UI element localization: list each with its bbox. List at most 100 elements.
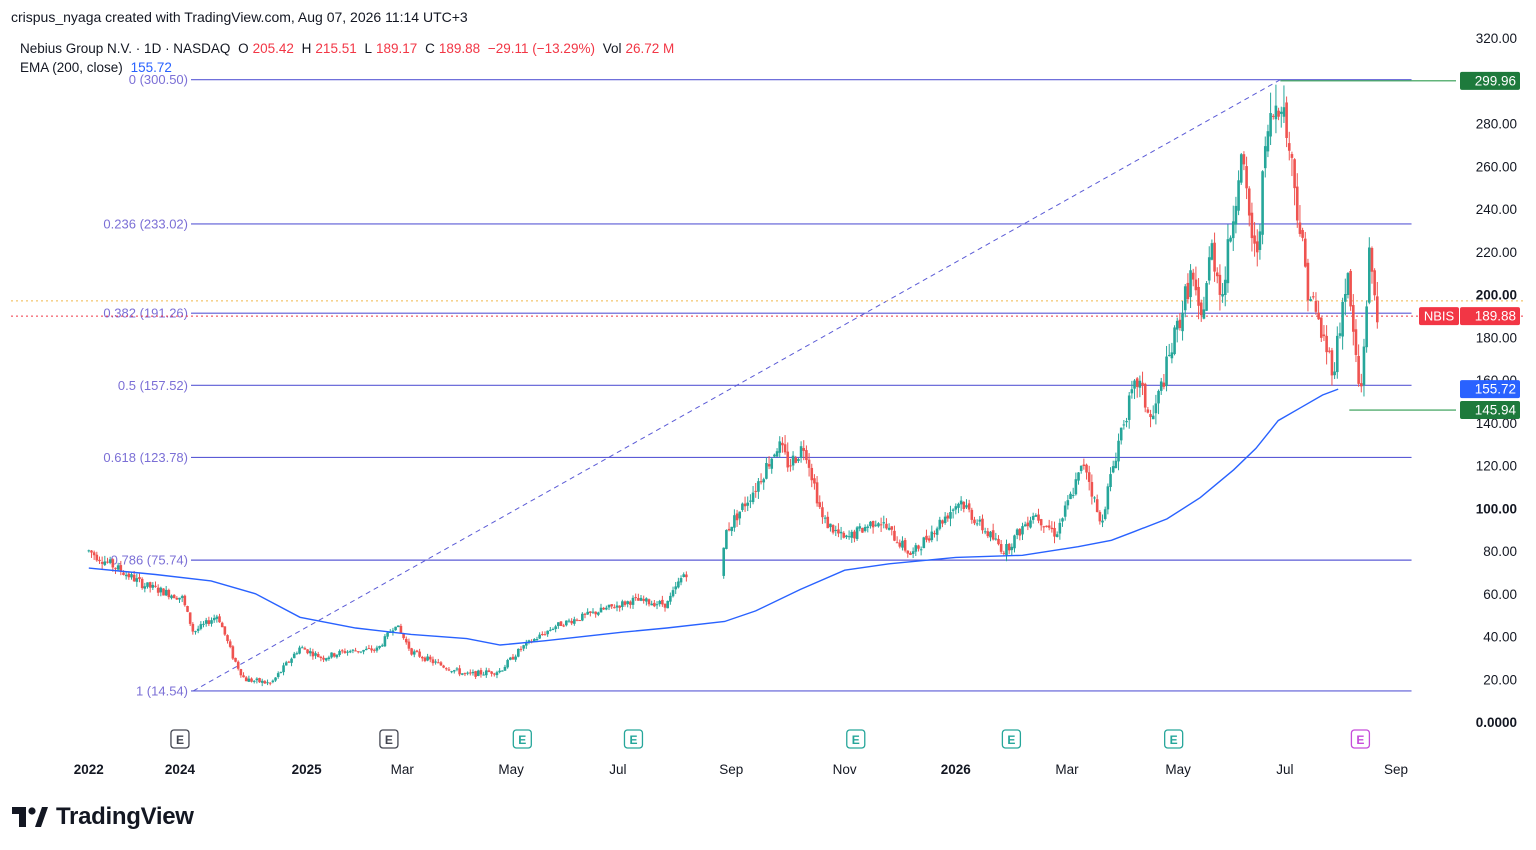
legend-high-value: 215.51 — [315, 41, 357, 56]
candle-body — [370, 648, 373, 651]
candle-body — [346, 651, 349, 653]
candle-body — [1213, 242, 1216, 272]
candle-body — [1127, 395, 1131, 420]
candle-body — [767, 464, 771, 467]
candle-body — [466, 672, 469, 674]
candle-body — [1034, 515, 1038, 517]
candle-body — [959, 500, 963, 505]
candle-body — [829, 523, 832, 528]
candle-body — [1349, 271, 1352, 307]
x-axis-tick-label: 2022 — [74, 762, 104, 777]
legend-close-label: C — [425, 41, 435, 56]
candle-body — [797, 458, 800, 462]
candle-body — [549, 629, 552, 631]
candle-body — [98, 559, 101, 562]
legend-change: −29.11 (−13.29%) — [487, 41, 595, 56]
candle-body — [821, 507, 824, 518]
candle-body — [525, 642, 528, 646]
earnings-event-letter: E — [852, 733, 860, 747]
candle-body — [1311, 296, 1315, 298]
candle-body — [1373, 270, 1376, 296]
candle-body — [970, 509, 974, 520]
chart-panel[interactable]: 0 (300.50) 0.236 (233.02) 0.382 (191.26) 0.… — [11, 30, 1525, 782]
candle-body — [1346, 273, 1350, 295]
candle-body — [911, 551, 915, 554]
candle-body — [541, 634, 544, 636]
candle-body — [135, 578, 139, 582]
candle-body — [1058, 522, 1062, 534]
candle-body — [845, 535, 848, 538]
candle-body — [447, 669, 451, 671]
candle-body — [591, 611, 595, 613]
fib-level-label: 0.786 (75.74) — [111, 553, 188, 568]
candle-body — [1151, 415, 1155, 420]
candle-body — [629, 601, 632, 605]
tradingview-wordmark: TradingView — [56, 803, 194, 830]
candle-body — [1063, 505, 1067, 517]
x-axis-tick-label: Nov — [833, 762, 857, 777]
candle-body — [1050, 527, 1054, 530]
candle-body — [1199, 302, 1203, 316]
candle-body — [631, 597, 635, 605]
candle-body — [351, 649, 355, 651]
candle-body — [786, 451, 790, 468]
x-axis-tick-label: May — [1165, 762, 1191, 777]
candle-body — [394, 626, 397, 631]
candle-body — [682, 574, 686, 578]
candle-body — [674, 586, 677, 590]
candle-body — [954, 506, 958, 510]
candle-body — [92, 552, 96, 556]
legend-ema-row: EMA (200, close) 155.72 — [20, 58, 674, 77]
x-axis-tick-label: Jul — [609, 762, 626, 777]
candle-body — [236, 661, 240, 669]
candle-body — [997, 538, 1000, 545]
candle-body — [252, 680, 256, 682]
candle-body — [386, 632, 389, 637]
candle-body — [831, 525, 835, 533]
candle-body — [1167, 354, 1171, 356]
candle-body — [298, 647, 301, 654]
candle-body — [826, 516, 830, 529]
candle-body — [210, 620, 213, 624]
candle-body — [669, 595, 672, 602]
candle-body — [751, 492, 755, 503]
candle-body — [415, 650, 419, 652]
tradingview-logo[interactable]: TradingView — [12, 803, 194, 831]
candle-body — [1133, 380, 1136, 389]
candle-body — [869, 521, 872, 527]
candle-body — [738, 511, 742, 519]
x-axis-tick-label: 2024 — [165, 762, 196, 777]
candle-body — [1245, 166, 1248, 189]
candle-body — [727, 528, 731, 531]
price-chart-svg[interactable]: 0 (300.50) 0.236 (233.02) 0.382 (191.26) 0.… — [11, 30, 1525, 782]
candle-body — [1170, 352, 1174, 359]
price-badge-text: 155.72 — [1475, 382, 1516, 397]
candle-body — [367, 648, 371, 650]
candle-body — [404, 638, 408, 643]
candle-body — [815, 482, 819, 504]
legend-ema-label[interactable]: EMA (200, close) — [20, 60, 123, 75]
tradingview-logo-icon — [12, 807, 48, 827]
candle-body — [978, 519, 982, 522]
candle-body — [300, 647, 304, 649]
candle-body — [509, 657, 512, 660]
candle-body — [1085, 464, 1088, 473]
candle-body — [1175, 320, 1179, 330]
candle-body — [1181, 312, 1184, 332]
candle-body — [1359, 383, 1363, 387]
candle-body — [399, 625, 403, 633]
candle-body — [191, 623, 195, 632]
candle-body — [1261, 171, 1264, 235]
legend-open-label: O — [238, 41, 249, 56]
y-axis-tick-label: 100.00 — [1476, 501, 1517, 516]
candle-body — [866, 526, 870, 528]
candle-body — [749, 500, 752, 502]
candle-body — [327, 657, 331, 660]
candle-body — [1037, 514, 1040, 521]
legend-symbol[interactable]: Nebius Group N.V. · 1D · NASDAQ — [20, 41, 231, 56]
earnings-event-icon — [379, 729, 399, 749]
candle-body — [554, 626, 557, 630]
candle-body — [1090, 482, 1094, 497]
candle-body — [463, 673, 467, 675]
candle-body — [452, 670, 456, 672]
